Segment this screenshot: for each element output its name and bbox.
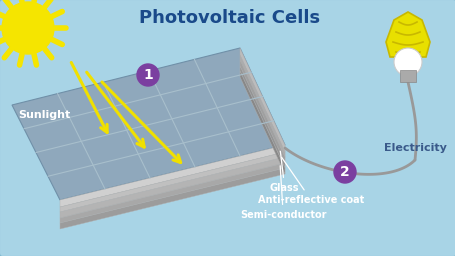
Text: Semi-conductor: Semi-conductor — [239, 166, 326, 220]
Polygon shape — [239, 48, 284, 152]
Polygon shape — [239, 55, 284, 157]
Polygon shape — [385, 12, 429, 57]
Polygon shape — [12, 48, 284, 200]
Circle shape — [2, 2, 54, 54]
Text: 1: 1 — [143, 68, 152, 82]
Polygon shape — [60, 168, 284, 229]
Polygon shape — [60, 157, 284, 218]
Circle shape — [393, 48, 421, 76]
Polygon shape — [60, 152, 284, 212]
Text: Sunlight: Sunlight — [18, 110, 70, 120]
Text: Glass: Glass — [269, 151, 299, 193]
Bar — [399, 70, 415, 82]
Text: Anti-reflective coat: Anti-reflective coat — [258, 157, 364, 205]
Text: Electricity: Electricity — [383, 143, 445, 153]
Polygon shape — [239, 60, 284, 163]
Text: 2: 2 — [339, 165, 349, 179]
Circle shape — [136, 64, 159, 86]
Polygon shape — [60, 145, 284, 207]
Text: Photovoltaic Cells: Photovoltaic Cells — [139, 9, 320, 27]
Polygon shape — [239, 66, 284, 168]
Polygon shape — [239, 71, 284, 174]
Polygon shape — [60, 163, 284, 223]
Circle shape — [333, 161, 355, 183]
